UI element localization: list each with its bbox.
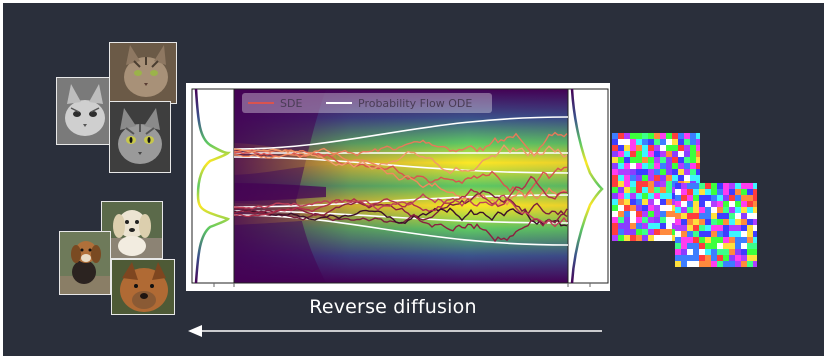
cat-photo-1 bbox=[56, 77, 114, 145]
dog-photo-3 bbox=[111, 259, 175, 315]
reverse-diffusion-caption: Reverse diffusion bbox=[309, 296, 477, 318]
sde-trajectory bbox=[234, 207, 568, 227]
sde-trajectory bbox=[234, 144, 568, 175]
trajectories bbox=[234, 116, 568, 246]
sde-trajectory bbox=[234, 131, 568, 158]
dog-photo-2 bbox=[59, 231, 111, 295]
diffusion-slide: SDE Probability Flow ODE Reverse diffusi… bbox=[3, 3, 824, 356]
sde-trajectory bbox=[234, 193, 568, 228]
noise-image-2 bbox=[675, 183, 757, 267]
noise-density-curve bbox=[570, 88, 604, 284]
trajectory-plot-svg: SDE Probability Flow ODE bbox=[191, 88, 609, 287]
ode-trajectory bbox=[234, 156, 568, 174]
legend: SDE Probability Flow ODE bbox=[242, 93, 492, 113]
ode-trajectory bbox=[234, 214, 568, 246]
reverse-direction-arrow bbox=[188, 325, 602, 337]
ode-trajectory bbox=[234, 116, 568, 150]
cat-photo-2 bbox=[109, 42, 177, 104]
legend-sde-label: SDE bbox=[280, 97, 302, 110]
data-density-curve bbox=[194, 88, 232, 284]
sde-trajectory bbox=[234, 175, 568, 218]
trajectory-plot: SDE Probability Flow ODE bbox=[186, 83, 610, 291]
legend-ode-label: Probability Flow ODE bbox=[358, 97, 472, 110]
cat-photo-3 bbox=[109, 101, 171, 173]
arrow-head-icon bbox=[188, 325, 202, 337]
dog-photo-1 bbox=[101, 201, 163, 259]
sde-trajectory bbox=[234, 147, 568, 207]
